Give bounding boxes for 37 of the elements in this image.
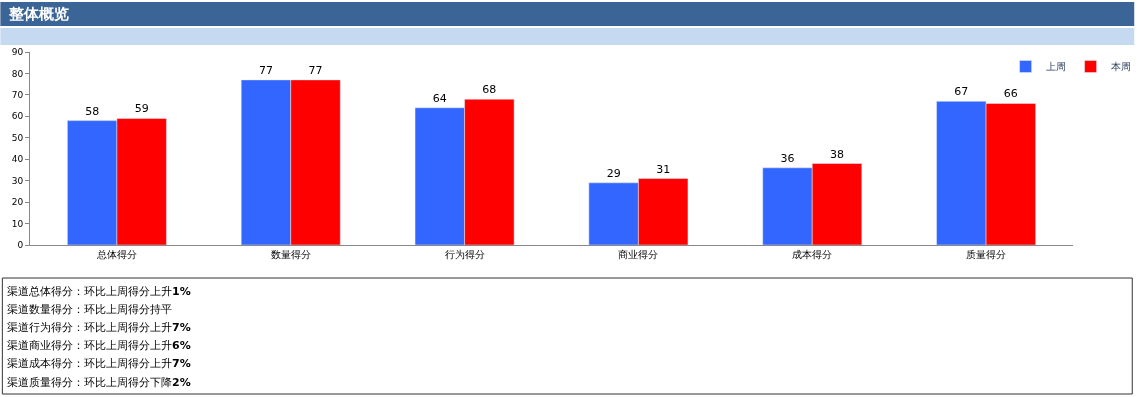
data-label: 29 [606,166,621,180]
y-tick-label: 20 [11,197,24,208]
y-tick-label: 0 [17,240,24,251]
legend-label: 上周 [1045,61,1066,73]
text: 渠道商业得分：环比上周得分上升6% [7,339,191,352]
x-tick-label: 总体得分 [95,249,137,260]
data-label: 58 [85,104,100,118]
y-tick-label: 50 [11,132,24,143]
text: 渠道总体得分：环比上周得分上升1% [7,285,191,298]
text: 渠道成本得分：环比上周得分上升7% [7,357,191,370]
y-tick-label: 70 [11,90,24,101]
x-tick-label: 行为得分 [444,249,485,260]
y-tick-label: 90 [11,47,24,58]
data-label: 77 [308,63,323,77]
data-label: 64 [432,91,447,105]
x-tick-label: 数量得分 [270,249,311,260]
chart-title: 整体概览 [8,5,69,23]
data-label: 38 [830,147,845,161]
y-tick-label: 60 [11,111,24,122]
data-label: 59 [134,102,149,116]
text: 渠道质量得分：环比上周得分下降2% [7,376,191,389]
data-label: 36 [780,151,795,165]
y-tick-label: 10 [11,218,24,229]
x-tick-label: 商业得分 [618,249,659,260]
x-tick-label: 质量得分 [966,249,1007,260]
data-label: 77 [258,63,273,77]
data-label: 31 [656,162,671,176]
data-label: 67 [954,85,969,99]
legend-label: 本周 [1110,61,1131,73]
data-label: 68 [482,83,497,97]
data-label: 66 [1003,87,1018,101]
x-tick-label: 成本得分 [792,249,833,260]
text: 渠道行为得分：环比上周得分上升7% [7,321,191,334]
text: 渠道数量得分：环比上周得分持平 [7,303,172,316]
y-tick-label: 30 [11,175,24,186]
y-tick-label: 40 [11,154,24,165]
y-tick-label: 80 [11,68,24,79]
